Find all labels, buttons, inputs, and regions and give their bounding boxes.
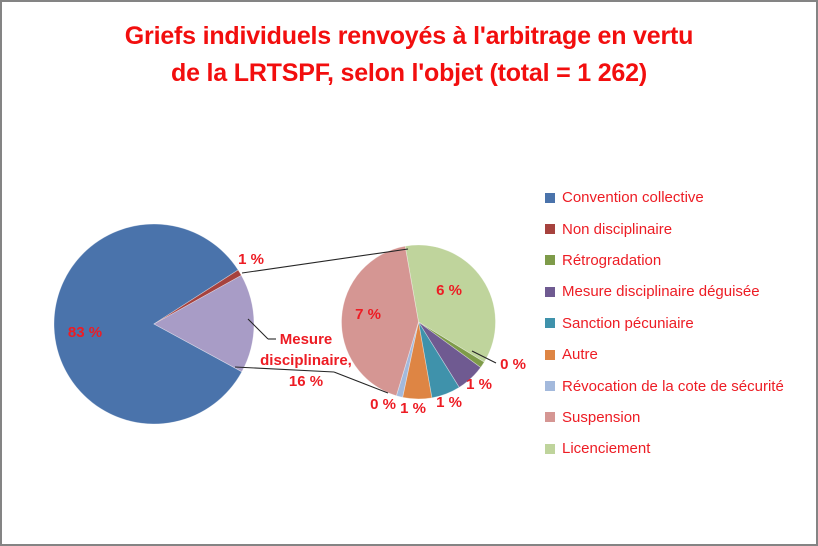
- secondary-pie-slice-4: [418, 321, 460, 399]
- chart-title-line2: de la LRTSPF, selon l'objet (total = 1 2…: [171, 59, 647, 87]
- secondary-pie-slice-3: [418, 321, 482, 388]
- legend-item-retrogradation: Rétrogradation: [545, 245, 815, 276]
- legend-swatch-icon: [545, 286, 555, 297]
- main-pie-slice-3: [153, 274, 255, 373]
- data-label-retrogradation: 0 %: [500, 356, 526, 373]
- data-label-revocation-cote-securite: 0 %: [370, 396, 396, 413]
- data-label-licenciement: 6 %: [436, 282, 462, 299]
- legend-swatch-icon: [545, 192, 555, 203]
- data-label-mesure-disciplinaire-deguisee: 1 %: [466, 376, 492, 393]
- legend-label: Autre: [562, 346, 598, 364]
- data-label-non-disciplinaire: 1 %: [238, 251, 264, 268]
- legend-label: Non disciplinaire: [562, 220, 673, 238]
- legend-swatch-icon: [545, 318, 555, 329]
- data-label-suspension: 7 %: [355, 306, 381, 323]
- leader-line-mesure-disciplinaire: [247, 318, 269, 340]
- chart-title-line1: Griefs individuels renvoyés à l'arbitrag…: [124, 22, 694, 50]
- chart-title: Griefs individuels renvoyés à l'arbitrag…: [2, 18, 816, 92]
- leader-line-retrogradation: [471, 350, 497, 364]
- legend-swatch-icon: [545, 443, 555, 454]
- legend-label: Révocation de la cote de sécurité: [562, 377, 784, 395]
- legend-item-revocation-cote-securite: Révocation de la cote de sécurité: [545, 370, 815, 401]
- legend-item-suspension: Suspension: [545, 402, 815, 433]
- secondary-pie-slice-2: [418, 321, 485, 368]
- legend-swatch-icon: [545, 255, 555, 266]
- legend-label: Sanction pécuniaire: [562, 314, 694, 332]
- secondary-pie-slice-5: [402, 321, 433, 400]
- legend-item-sanction-pecuniaire: Sanction pécuniaire: [545, 308, 815, 339]
- legend-item-licenciement: Licenciement: [545, 433, 815, 464]
- legend-item-convention-collective: Convention collective: [545, 182, 815, 213]
- legend-swatch-icon: [545, 224, 555, 235]
- connector-line-top: [241, 248, 409, 274]
- secondary-pie-slice-1: [404, 244, 496, 363]
- legend-item-autre: Autre: [545, 339, 815, 370]
- legend-item-non-disciplinaire: Non disciplinaire: [545, 213, 815, 244]
- legend-swatch-icon: [545, 349, 555, 360]
- main-pie-slice-2: [153, 269, 242, 325]
- data-label-sanction-pecuniaire: 1 %: [436, 394, 462, 411]
- legend-label: Rétrogradation: [562, 251, 662, 269]
- data-label-autre: 1 %: [400, 400, 426, 417]
- legend-swatch-icon: [545, 381, 555, 392]
- secondary-pie-slice-7: [341, 245, 419, 397]
- legend-item-mesure-disciplinaire-deguisee: Mesure disciplinaire déguisée: [545, 276, 815, 307]
- data-label-mesure-disciplinaire-group: Mesure disciplinaire, 16 %: [260, 331, 352, 390]
- data-label-convention-collective: 83 %: [67, 324, 103, 341]
- legend-label: Mesure disciplinaire déguisée: [562, 283, 760, 301]
- secondary-pie-slice-6: [395, 321, 419, 398]
- legend-label: Licenciement: [562, 440, 651, 458]
- legend: Convention collective Non disciplinaire …: [545, 182, 815, 465]
- legend-swatch-icon: [545, 412, 555, 423]
- connector-line-bottom: [333, 371, 389, 394]
- connector-line-bottom: [234, 366, 335, 373]
- main-pie-slice-1: [53, 223, 243, 425]
- legend-label: Suspension: [562, 408, 641, 426]
- legend-label: Convention collective: [562, 189, 704, 207]
